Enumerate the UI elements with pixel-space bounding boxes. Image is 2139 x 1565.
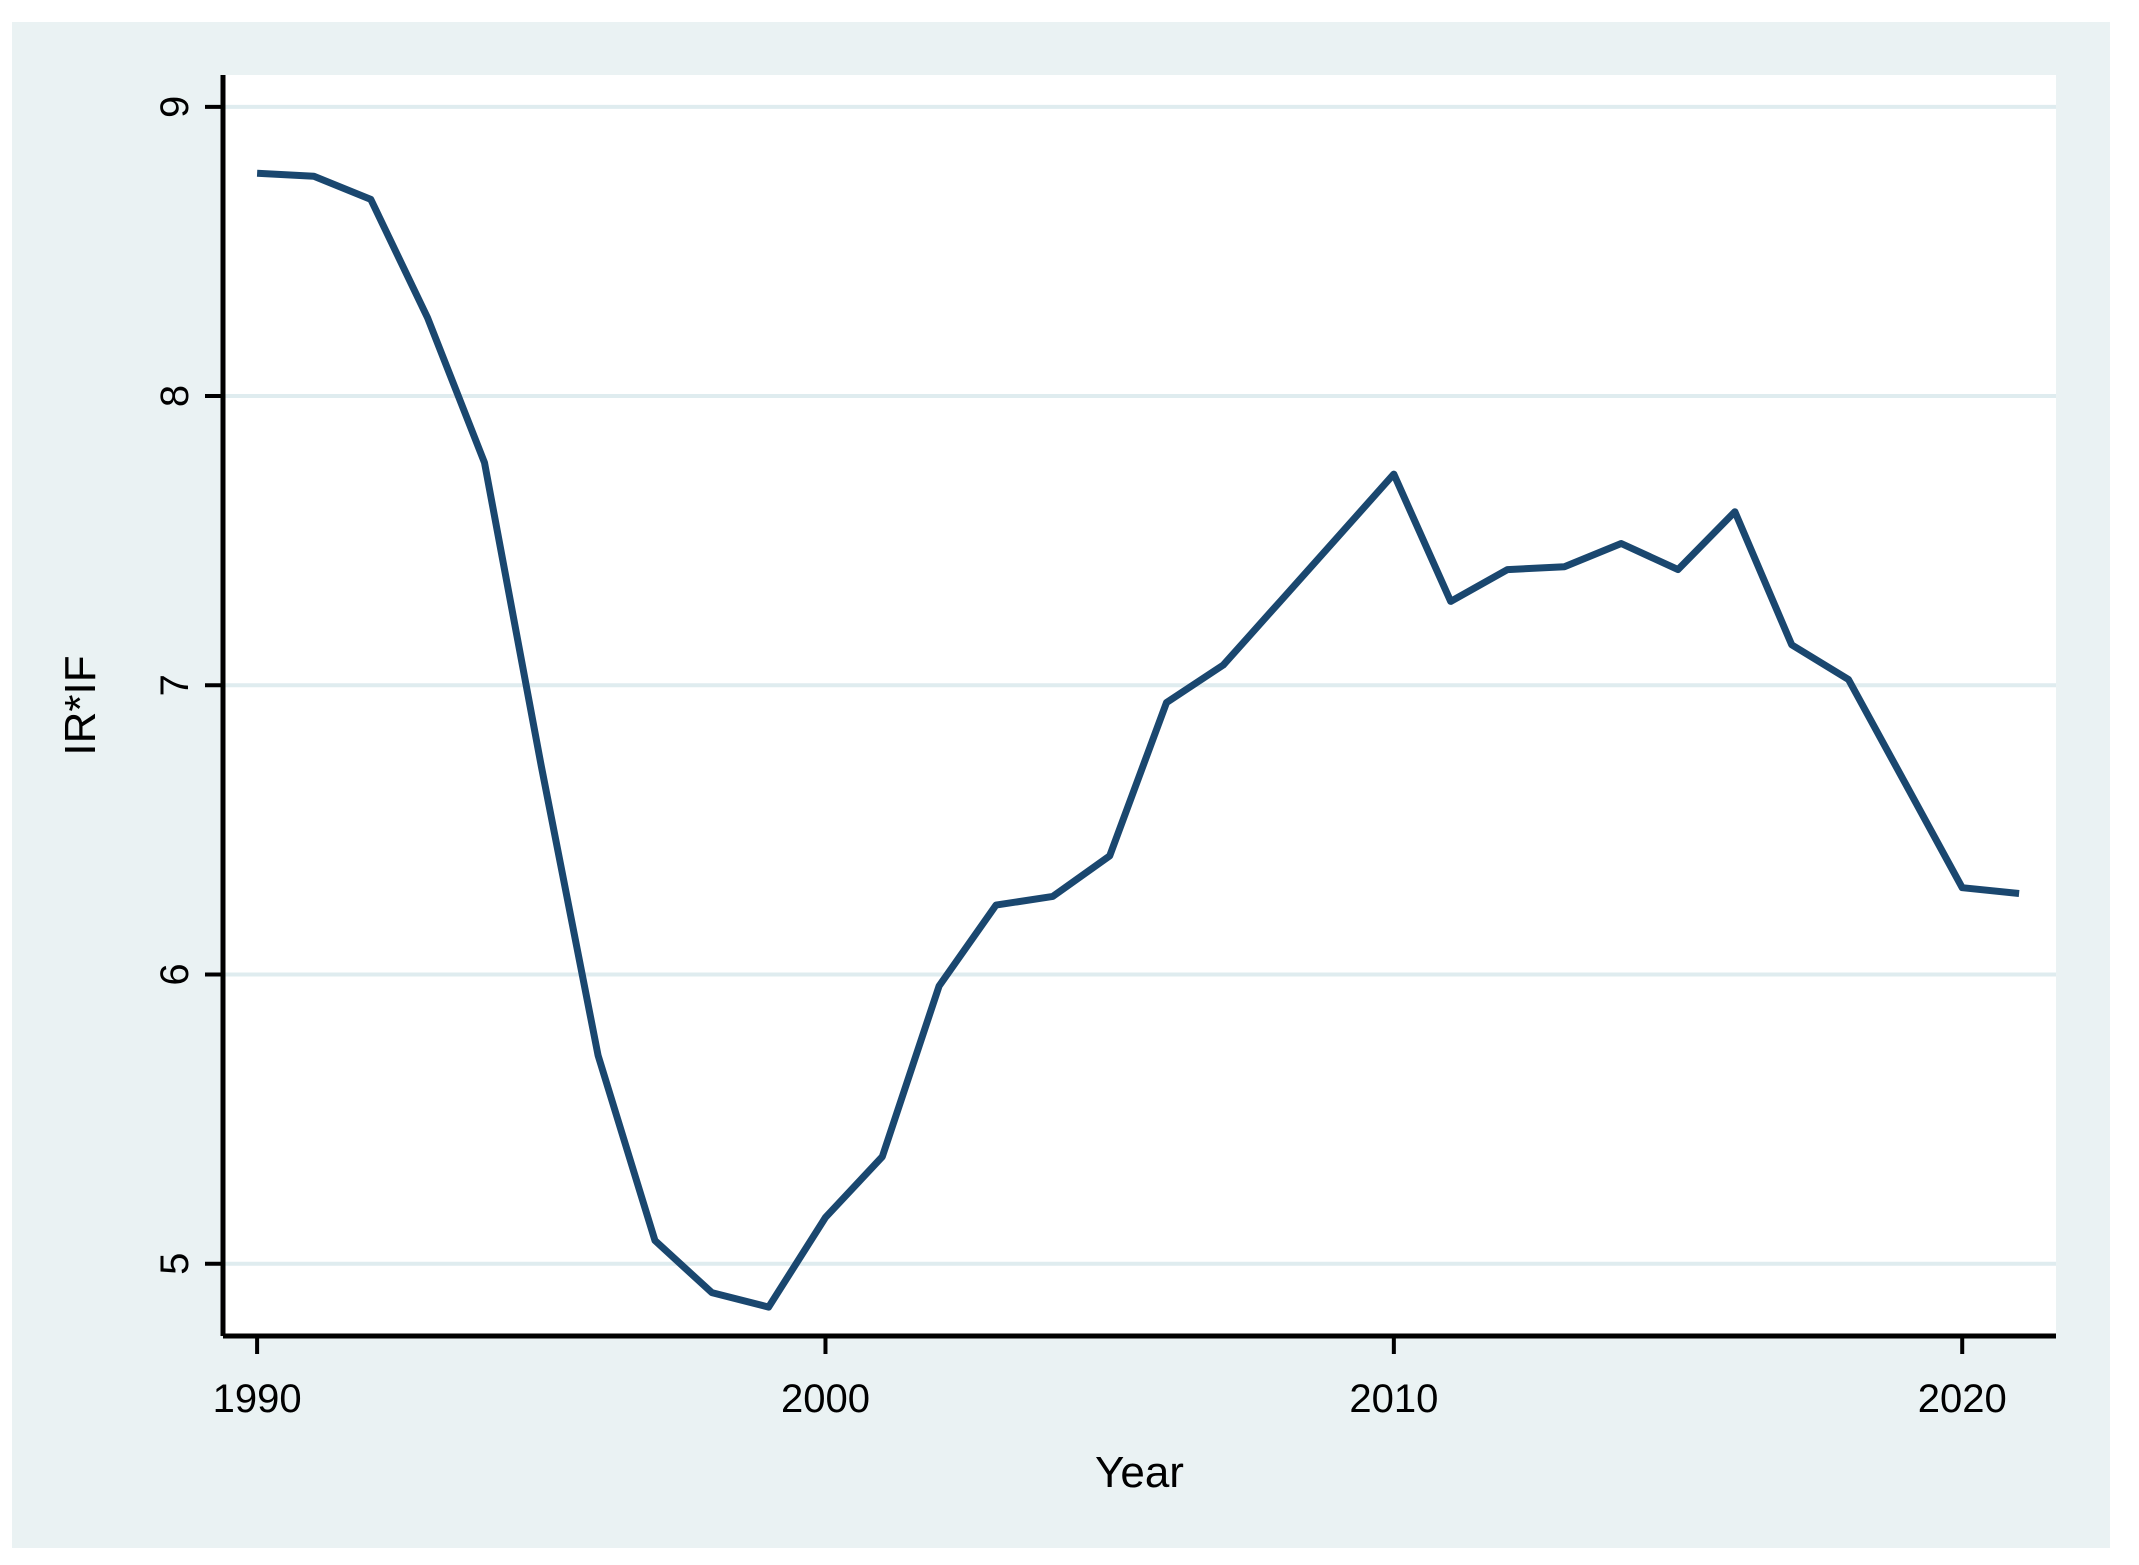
x-tick-label: 2000 [781,1377,870,1421]
y-tick-label: 5 [153,1253,197,1275]
x-tick-label: 2020 [1918,1377,2007,1421]
plot-area [223,75,2056,1336]
y-tick-label: 6 [153,963,197,985]
y-axis-ticks: 5 6 7 8 9 [153,96,223,1275]
x-axis-ticks: 1990 2000 2010 2020 [213,1336,2007,1421]
y-tick-label: 7 [153,674,197,696]
x-tick-label: 1990 [213,1377,302,1421]
x-axis-title: Year [1095,1448,1184,1497]
y-tick-label: 8 [153,385,197,407]
y-axis-title: IR*IF [56,655,105,755]
data-line-series [256,169,2020,1311]
y-tick-label: 9 [153,96,197,118]
x-tick-label: 2010 [1349,1377,1438,1421]
